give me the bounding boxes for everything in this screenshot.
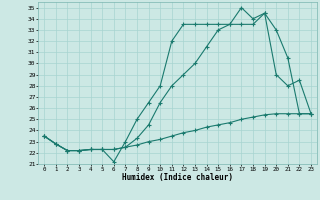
X-axis label: Humidex (Indice chaleur): Humidex (Indice chaleur)	[122, 173, 233, 182]
